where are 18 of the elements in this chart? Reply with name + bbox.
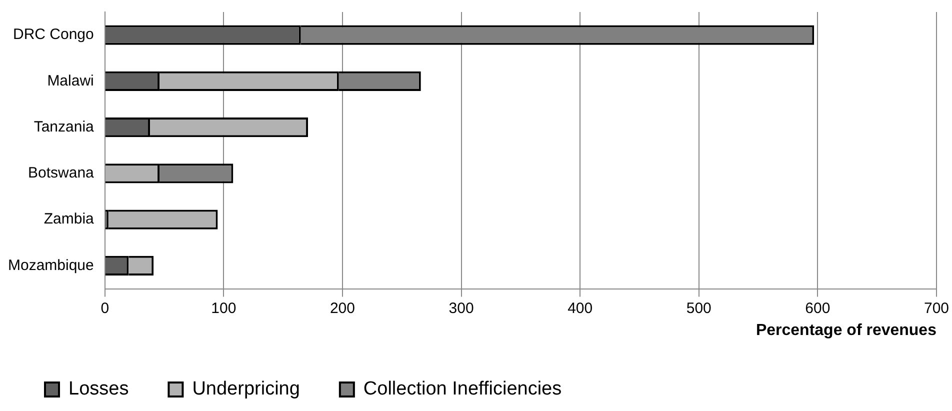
x-axis-title: Percentage of revenues [756,322,937,339]
legend-label: Underpricing [192,378,300,400]
x-tick-label: 300 [448,300,474,317]
x-tick-label: 600 [805,300,830,317]
x-tick-label: 200 [330,300,355,317]
y-tick-label: Malawi [47,72,94,90]
x-tick-label: 100 [211,300,236,317]
x-tick-label: 500 [686,300,712,317]
y-tick-label: Mozambique [8,256,94,274]
legend-label: Collection Inefficiencies [363,378,562,400]
legend-label: Losses [68,378,129,400]
y-tick-label: Tanzania [34,118,95,136]
x-tick-label: 0 [100,300,110,317]
y-tick-label: DRC Congo [13,26,94,44]
y-tick-label: Botswana [28,164,95,182]
x-tick-label: 700 [924,300,949,317]
y-tick-label: Zambia [44,210,95,228]
x-tick-label: 400 [568,300,593,317]
